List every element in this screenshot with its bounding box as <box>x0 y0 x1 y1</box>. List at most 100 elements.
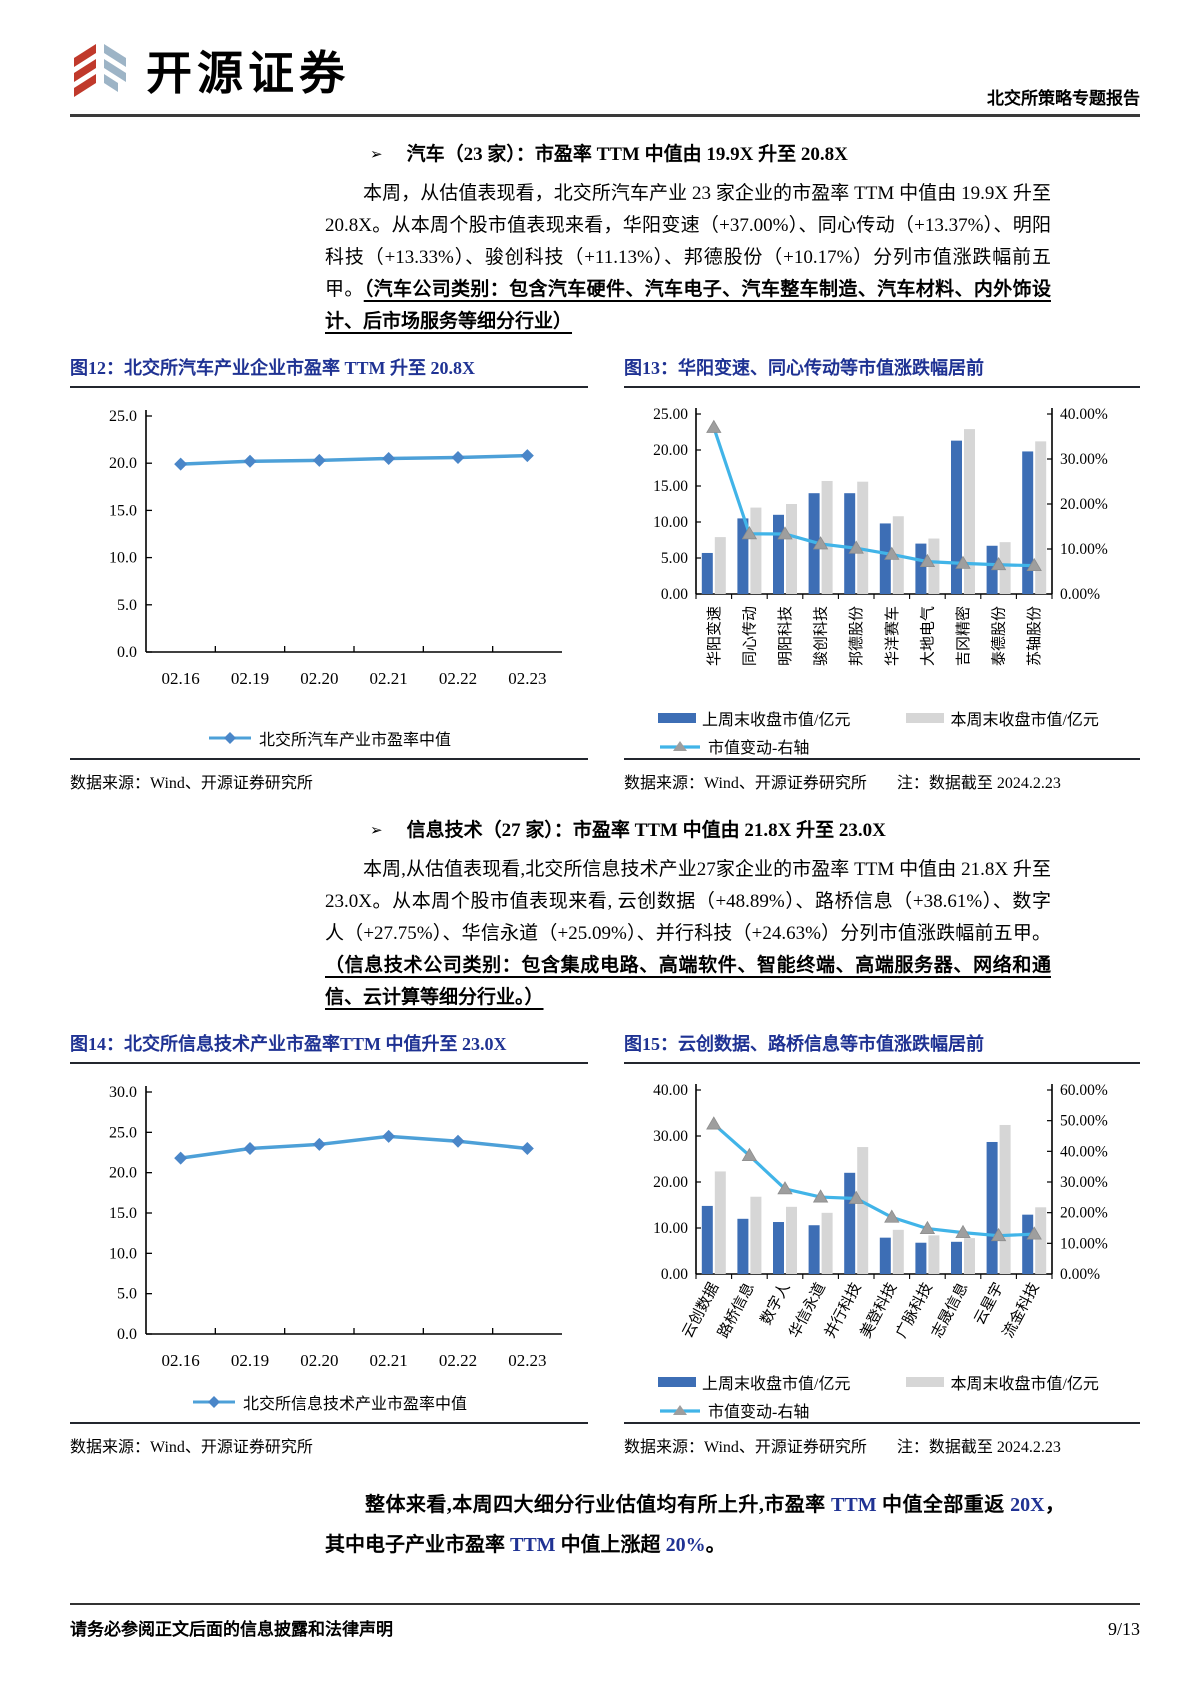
svg-text:02.22: 02.22 <box>439 669 477 688</box>
figure-13-separator <box>624 758 1140 760</box>
page-header: 开源证券 北交所策略专题报告 <box>70 0 1140 117</box>
bar-swatch-icon <box>658 713 696 723</box>
bar-swatch-icon <box>906 1377 945 1387</box>
paragraph-it-emphasis: （信息技术公司类别：包含集成电路、高端软件、智能终端、高端服务器、网络和通信、云… <box>325 955 1051 1008</box>
svg-text:0.0: 0.0 <box>117 644 137 661</box>
svg-text:30.00: 30.00 <box>653 1128 688 1145</box>
section-heading-it: ➢ 信息技术（27 家）：市盈率 TTM 中值由 21.8X 升至 23.0X <box>70 815 1140 842</box>
paragraph-it: 本周,从估值表现看,北交所信息技术产业27家企业的市盈率 TTM 中值由 21.… <box>325 854 1051 1014</box>
svg-text:02.20: 02.20 <box>300 1351 338 1370</box>
figure-13: 图13：华阳变速、同心传动等市值涨跌幅居前 0.00 5.00 10.00 15.00… <box>624 354 1140 793</box>
line-diamond-marker-icon <box>208 732 251 744</box>
fig15-legend: 上周末收盘市值/亿元 本周末收盘市值/亿元 市值变动-右轴 <box>624 1370 1140 1422</box>
fig14-legend: 北交所信息技术产业市盈率中值 <box>70 1390 588 1422</box>
legend-item: 市值变动-右轴 <box>658 1398 809 1422</box>
figure-12-source-text: 数据来源：Wind、开源证券研究所 <box>70 775 313 792</box>
svg-text:苏轴股份: 苏轴股份 <box>1026 606 1043 666</box>
svg-text:20.0: 20.0 <box>109 1165 137 1182</box>
brand-logo: 开源证券 <box>70 34 1140 106</box>
arrow-bullet-icon: ➢ <box>370 821 383 839</box>
svg-text:02.21: 02.21 <box>370 669 408 688</box>
figure-15-note-text: 注：数据截至 2024.2.23 <box>896 1439 1061 1456</box>
closing-segment: 中值上涨超 <box>555 1534 666 1556</box>
closing-segment: 。 <box>705 1534 726 1556</box>
svg-text:吉冈精密: 吉冈精密 <box>955 606 972 666</box>
footer-disclaimer: 请务必参阅正文后面的信息披露和法律声明 <box>70 1620 393 1639</box>
fig12-legend: 北交所汽车产业市盈率中值 <box>70 726 588 758</box>
figure-14: 图14：北交所信息技术产业市盈率TTM 中值升至 23.0X 0.0 5.0 10.… <box>70 1030 588 1457</box>
svg-text:15.0: 15.0 <box>109 502 137 519</box>
svg-text:0.00: 0.00 <box>661 586 688 603</box>
svg-text:40.00: 40.00 <box>653 1082 688 1099</box>
closing-summary: 整体来看,本周四大细分行业估值均有所上升,市盈率 TTM 中值全部重返 20X，… <box>325 1485 1065 1565</box>
svg-text:10.0: 10.0 <box>109 1245 137 1262</box>
figure-14-source: 数据来源：Wind、开源证券研究所 <box>70 1424 588 1457</box>
fig15-svg: 0.00 10.00 20.00 30.00 40.00 0.00% 10.00% 20.00… <box>653 1082 1108 1341</box>
bar-swatch-icon <box>906 713 945 723</box>
svg-text:大地电气: 大地电气 <box>919 606 936 666</box>
figure-15-separator <box>624 1422 1140 1424</box>
figure-12-separator <box>70 758 588 760</box>
legend-row: 上周末收盘市值/亿元 本周末收盘市值/亿元 <box>658 706 1140 730</box>
svg-text:云星宇: 云星宇 <box>971 1280 1007 1328</box>
svg-text:30.00%: 30.00% <box>1060 1174 1108 1191</box>
fig12-svg: 0.0 5.0 10.0 15.0 20.0 25.0 02.16 02.19 02.20 02.… <box>109 408 562 688</box>
svg-text:20.00%: 20.00% <box>1060 1205 1108 1222</box>
closing-segment: 20X <box>1010 1494 1045 1516</box>
figure-row-2: 图14：北交所信息技术产业市盈率TTM 中值升至 23.0X 0.0 5.0 10.… <box>70 1030 1140 1457</box>
figure-13-source-text: 数据来源：Wind、开源证券研究所 <box>624 775 867 792</box>
figure-14-separator <box>70 1422 588 1424</box>
svg-text:02.21: 02.21 <box>370 1351 408 1370</box>
page-footer: 请务必参阅正文后面的信息披露和法律声明 9/13 <box>70 1603 1140 1640</box>
figure-15: 图15：云创数据、路桥信息等市值涨跌幅居前 0.00 10.00 20.00 30.0… <box>624 1030 1140 1457</box>
svg-text:30.00%: 30.00% <box>1060 451 1108 468</box>
svg-text:02.16: 02.16 <box>162 1351 200 1370</box>
legend-item: 本周末收盘市值/亿元 <box>906 1370 1099 1394</box>
legend-item: 上周末收盘市值/亿元 <box>658 706 850 730</box>
figure-15-chart: 0.00 10.00 20.00 30.00 40.00 0.00% 10.00% 20.00… <box>624 1064 1140 1422</box>
svg-text:10.00: 10.00 <box>653 514 688 531</box>
closing-segment: 整体来看,本周四大细分行业估值均有所上升,市盈率 <box>365 1494 832 1516</box>
svg-text:02.23: 02.23 <box>508 669 546 688</box>
arrow-bullet-icon: ➢ <box>370 145 383 163</box>
section-heading-it-text: 信息技术（27 家）：市盈率 TTM 中值由 21.8X 升至 23.0X <box>406 820 886 841</box>
svg-text:华洋赛车: 华洋赛车 <box>884 606 901 666</box>
svg-text:0.00: 0.00 <box>661 1266 688 1283</box>
line-triangle-marker-icon <box>660 741 700 751</box>
figure-row-1: 图12：北交所汽车产业企业市盈率 TTM 升至 20.8X 0.0 5.0 10.0… <box>70 354 1140 793</box>
svg-text:0.0: 0.0 <box>117 1326 137 1343</box>
svg-text:50.00%: 50.00% <box>1060 1113 1108 1130</box>
figure-13-chart: 0.00 5.00 10.00 15.00 20.00 25.00 0.00% 10.00% 2… <box>624 388 1140 758</box>
svg-text:25.0: 25.0 <box>109 1124 137 1141</box>
report-type-label: 北交所策略专题报告 <box>987 89 1140 108</box>
svg-text:25.00: 25.00 <box>653 406 688 423</box>
legend-item: 北交所信息技术产业市盈率中值 <box>191 1390 467 1414</box>
svg-text:40.00%: 40.00% <box>1060 1143 1108 1160</box>
svg-text:02.19: 02.19 <box>231 1351 269 1370</box>
legend-row: 市值变动-右轴 <box>658 1398 1140 1422</box>
figure-15-source: 数据来源：Wind、开源证券研究所 注：数据截至 2024.2.23 <box>624 1424 1140 1457</box>
figure-12-source: 数据来源：Wind、开源证券研究所 <box>70 760 588 793</box>
svg-text:10.00%: 10.00% <box>1060 1235 1108 1252</box>
paragraph-auto-emphasis: （汽车公司类别：包含汽车硬件、汽车电子、汽车整车制造、汽车材料、内外饰设计、后市… <box>325 279 1051 332</box>
svg-text:15.0: 15.0 <box>109 1205 137 1222</box>
svg-text:10.00%: 10.00% <box>1060 541 1108 558</box>
svg-text:5.0: 5.0 <box>117 597 137 614</box>
legend-item: 上周末收盘市值/亿元 <box>658 1370 850 1394</box>
footer-page-number: 9/13 <box>1107 1619 1140 1639</box>
svg-text:40.00%: 40.00% <box>1060 406 1108 423</box>
svg-text:20.00: 20.00 <box>653 1174 688 1191</box>
closing-segment: TTM <box>831 1494 877 1516</box>
bar-swatch-icon <box>658 1377 696 1387</box>
paragraph-auto-normal: 本周，从估值表现看，北交所汽车产业 23 家企业的市盈率 TTM 中值由 19.… <box>325 183 1051 300</box>
svg-text:25.0: 25.0 <box>109 408 137 425</box>
section-heading-auto-text: 汽车（23 家）：市盈率 TTM 中值由 19.9X 升至 20.8X <box>406 144 848 165</box>
svg-text:5.0: 5.0 <box>117 1286 137 1303</box>
legend-item: 本周末收盘市值/亿元 <box>906 706 1099 730</box>
svg-text:10.0: 10.0 <box>109 550 137 567</box>
brand-name: 开源证券 <box>146 48 350 99</box>
svg-text:5.00: 5.00 <box>661 550 688 567</box>
paragraph-it-normal: 本周,从估值表现看,北交所信息技术产业27家企业的市盈率 TTM 中值由 21.… <box>325 859 1051 944</box>
figure-14-chart: 0.0 5.0 10.0 15.0 20.0 25.0 30.0 02.16 02.19 02.2… <box>70 1064 588 1422</box>
